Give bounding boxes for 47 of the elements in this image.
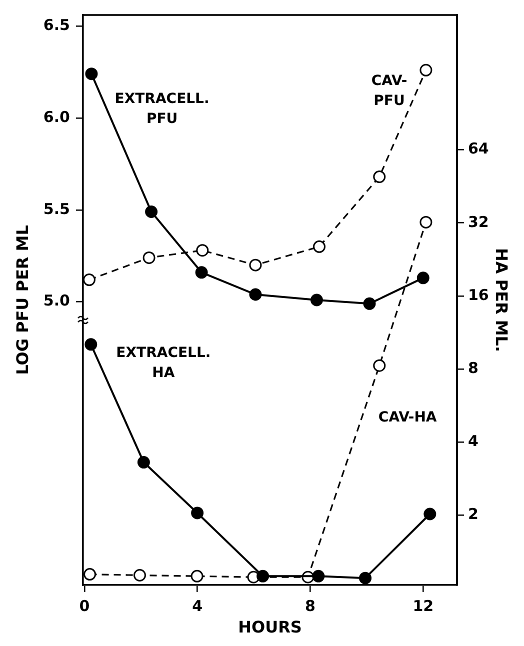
y2-tick-label: 4 — [468, 432, 478, 450]
point — [83, 274, 96, 286]
y-tick-label: 6.5 — [43, 16, 70, 34]
point — [359, 572, 372, 584]
y2-axis-title: HA PER ML. — [492, 248, 512, 352]
point — [191, 506, 204, 520]
y2-tick-label: 32 — [468, 212, 489, 231]
series-label: CAV-HA — [378, 409, 437, 426]
point — [85, 68, 98, 80]
x-tick-label: 12 — [412, 596, 434, 615]
point — [196, 244, 209, 257]
point — [84, 568, 96, 581]
point — [310, 294, 323, 306]
point — [137, 456, 150, 469]
point — [363, 297, 376, 310]
y-tick-label: 5.0 — [43, 292, 70, 310]
point — [190, 570, 204, 582]
x-tick-label: 4 — [192, 596, 203, 615]
y2-tick-label: 16 — [468, 286, 489, 304]
point — [84, 338, 98, 351]
series-label: EXTRACELL. HA — [116, 344, 211, 381]
point — [313, 240, 326, 253]
point — [420, 216, 432, 228]
y-tick-label: 6.0 — [43, 108, 70, 126]
series-label: CAV-PFU — [371, 72, 408, 109]
point — [133, 568, 146, 582]
point — [142, 251, 156, 264]
point — [312, 570, 325, 582]
point — [373, 359, 386, 372]
y-axis-title: LOG PFU PER ML — [12, 225, 32, 375]
y2-tick-label: 2 — [468, 504, 478, 523]
point — [145, 205, 158, 218]
point — [424, 508, 436, 520]
y2-tick-label: 8 — [468, 358, 478, 377]
y-tick-label: 5.5 — [43, 200, 70, 218]
point — [256, 570, 270, 582]
x-tick-label: 0 — [79, 596, 90, 615]
point — [416, 272, 430, 284]
x-tick-label: 8 — [305, 596, 316, 615]
x-axis-title: HOURS — [238, 618, 302, 637]
point — [249, 258, 262, 272]
point — [420, 64, 432, 76]
point — [249, 288, 262, 301]
series-label: EXTRACELL. PFU — [114, 91, 210, 128]
point — [373, 170, 386, 184]
y2-tick-label: 64 — [468, 140, 489, 158]
point — [195, 266, 208, 279]
